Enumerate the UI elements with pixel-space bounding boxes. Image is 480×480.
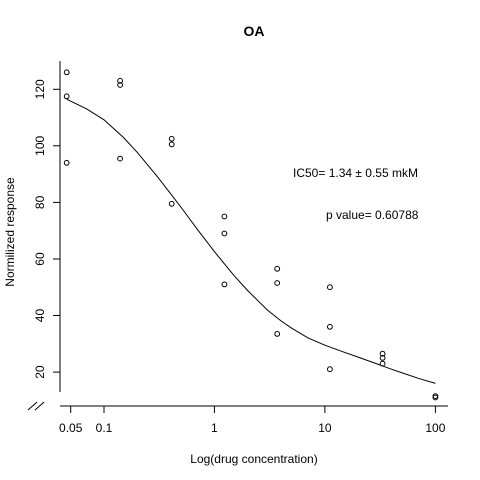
x-ticks: 0.05 0.1 1 10 100 (59, 406, 446, 435)
data-point (327, 284, 333, 291)
data-point (168, 135, 175, 142)
data-point (379, 350, 386, 357)
data-point (274, 331, 281, 337)
data-point (168, 141, 175, 148)
y-tick-label: 20 (33, 365, 47, 379)
y-axis-break (27, 401, 45, 411)
ic50-annotation: IC50= 1.34 ± 0.55 mkM (293, 166, 418, 180)
chart-title: OA (244, 23, 265, 39)
x-tick-label: 0.05 (59, 421, 83, 435)
x-tick-label: 1 (211, 421, 218, 435)
x-axis-label: Log(drug concentration) (190, 452, 317, 466)
data-point (168, 200, 175, 207)
fit-curve (66, 98, 436, 384)
p-value-annotation: p value= 0.60788 (326, 208, 419, 222)
y-tick-label: 60 (33, 252, 47, 266)
y-ticks: 20 40 60 80 100 120 (33, 79, 60, 379)
data-point (63, 93, 70, 100)
x-tick-label: 10 (318, 421, 332, 435)
data-point (379, 360, 386, 367)
y-axis-label: Normilized response (3, 177, 17, 287)
x-tick-label: 0.1 (96, 421, 113, 435)
data-point (274, 280, 281, 286)
data-point (117, 77, 123, 84)
data-point (379, 355, 386, 361)
data-point (221, 230, 228, 237)
data-points (63, 69, 439, 401)
data-point (432, 394, 439, 401)
x-tick-label: 100 (425, 421, 445, 435)
data-point (327, 323, 333, 330)
y-tick-label: 120 (33, 79, 47, 99)
data-point (221, 213, 228, 220)
y-tick-label: 80 (33, 195, 47, 209)
data-point (221, 281, 228, 288)
data-point (327, 366, 333, 373)
plot-area: 0.05 0.1 1 10 100 20 40 60 80 100 120 (27, 61, 448, 435)
y-tick-label: 100 (33, 135, 47, 155)
y-tick-label: 40 (33, 309, 47, 323)
data-point (274, 265, 281, 272)
data-point (117, 155, 123, 162)
data-point (117, 82, 123, 88)
data-point (63, 69, 70, 76)
data-point (63, 159, 70, 166)
